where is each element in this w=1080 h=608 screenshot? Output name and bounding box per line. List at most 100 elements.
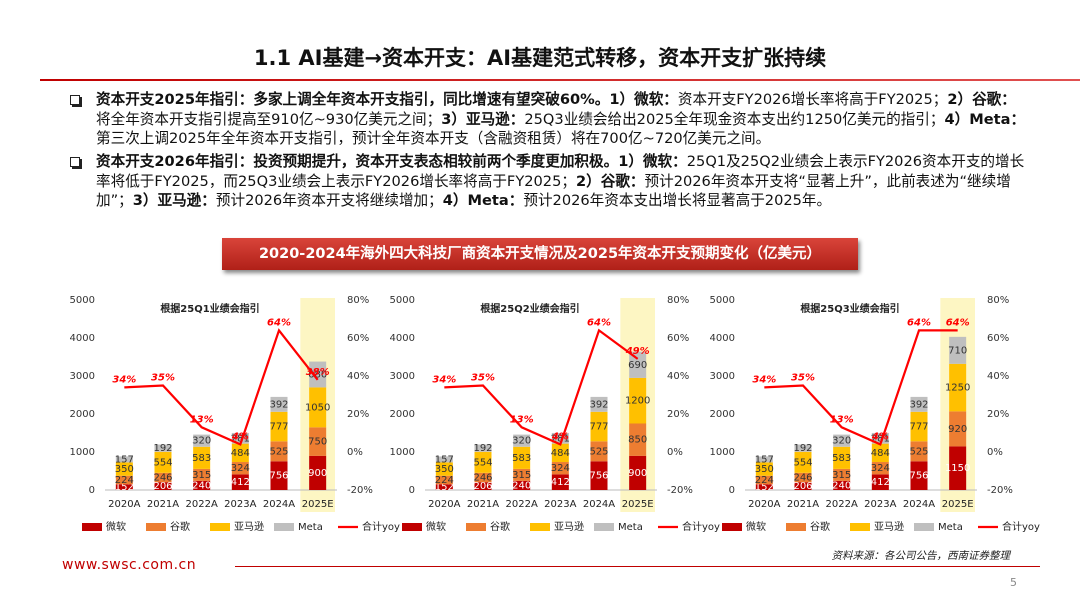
legend-label: 谷歌: [490, 520, 510, 533]
bar-label: 1150: [945, 463, 970, 474]
title-rule: [40, 79, 1080, 81]
bullet-run: 预计2026年资本开支将“显著上升”，此前表述为“继续增加”；: [96, 172, 1011, 210]
x-tick-label: 2024A: [583, 499, 615, 510]
bar-label: 756: [589, 471, 608, 482]
bar: [590, 461, 608, 490]
bullet-run: 资本开支FY2026增长率将高于FY2025；: [677, 91, 948, 108]
bar-label: 1200: [625, 396, 650, 407]
y-tick-label: 4000: [70, 333, 95, 344]
bar: [629, 455, 647, 490]
bar-label: 281: [871, 433, 890, 444]
bullet-run: 25Q3业绩会给出2025全年现金资本支出约1250亿美元的指引；: [524, 110, 945, 128]
y2-tick-label: 0%: [347, 447, 363, 458]
yoy-line: [444, 328, 639, 446]
bar-label: 900: [308, 468, 327, 479]
y-tick-label: 1000: [710, 447, 735, 458]
bar-label: 350: [115, 464, 134, 475]
yoy-label: 35%: [471, 373, 495, 384]
y-tick-label: 1000: [70, 447, 95, 458]
bar-label: 157: [115, 454, 134, 465]
y-tick-label: 2000: [390, 409, 415, 420]
yoy-label: 64%: [907, 317, 931, 328]
legend-label: Meta: [618, 522, 643, 533]
bar: [755, 484, 773, 490]
bar: [270, 396, 288, 412]
bar: [551, 474, 569, 490]
bar-label: 246: [473, 472, 492, 483]
bar: [231, 474, 249, 490]
bar-label: 192: [793, 443, 812, 454]
source-note: 资料来源：各公司公告，西南证券整理: [831, 550, 1011, 562]
bar-label: 320: [192, 436, 211, 447]
bar: [590, 441, 608, 462]
bar-label: 315: [832, 470, 851, 481]
bar: [154, 472, 172, 483]
y-tick-label: 5000: [390, 295, 415, 306]
legend-swatch: [594, 523, 614, 531]
yoy-label: 38%: [306, 367, 330, 378]
bar-label: 157: [435, 454, 454, 465]
bullet-run: 3）亚马逊：: [132, 192, 216, 209]
legend-swatch: [274, 523, 294, 531]
bar: [910, 461, 928, 490]
x-tick-label: 2020A: [748, 499, 780, 510]
x-tick-label: 2021A: [787, 499, 819, 510]
bar: [154, 482, 172, 490]
bar-label: 152: [755, 482, 774, 493]
y-tick-label: 3000: [390, 371, 415, 382]
x-tick-label: 2020A: [428, 499, 460, 510]
bar: [309, 361, 327, 388]
y2-tick-label: 60%: [347, 333, 369, 344]
bar-label: 554: [153, 457, 172, 468]
page-number: 5: [1010, 576, 1017, 589]
bullet-run: 2）谷歌：: [947, 91, 1016, 108]
bar-label: 350: [435, 464, 454, 475]
bar-label: 525: [589, 446, 608, 457]
bar-label: 152: [115, 482, 134, 493]
bar: [474, 451, 492, 473]
bar-label: 690: [628, 360, 647, 371]
footer-rule: [235, 566, 1040, 567]
bar: [949, 446, 967, 490]
bar: [474, 472, 492, 483]
bullet: 资本开支2025年指引：多家上调全年资本开支指引，同比增速有望突破60%。1）微…: [70, 90, 1030, 149]
bar: [513, 480, 531, 490]
x-tick-label: 2024A: [903, 499, 935, 510]
x-tick-label: 2021A: [467, 499, 499, 510]
bar-label: 777: [269, 422, 288, 433]
legend-label: 谷歌: [810, 520, 830, 533]
legend-label: 亚马逊: [554, 521, 584, 533]
bar-label: 554: [473, 457, 492, 468]
y-tick-label: 4000: [710, 333, 735, 344]
bullet-run: 预计2026年资本支出增长将显著高于2025年。: [523, 192, 832, 209]
bar: [270, 461, 288, 490]
yoy-label: 13%: [830, 414, 854, 425]
x-tick-label: 2025E: [302, 499, 334, 510]
y2-tick-label: 20%: [667, 409, 689, 420]
bar: [833, 480, 851, 490]
slide-title: 1.1 AI基建→资本开支：AI基建范式转移，资本开支扩张持续: [253, 46, 827, 70]
bar: [193, 480, 211, 490]
bar: [513, 468, 531, 481]
bar-label: 320: [512, 436, 531, 447]
bar: [949, 336, 967, 364]
bar-label: 1250: [945, 383, 970, 394]
chart-subtitle: 根据25Q3业绩会指引: [800, 302, 899, 315]
yoy-label: 49%: [625, 346, 650, 357]
y-tick-label: 0: [729, 485, 735, 496]
bar-label: 900: [628, 468, 647, 479]
legend-label: 合计yoy: [682, 520, 720, 533]
y-tick-label: 0: [409, 485, 415, 496]
bar: [755, 475, 773, 485]
y2-tick-label: 0%: [667, 447, 683, 458]
bar: [270, 441, 288, 462]
y2-tick-label: 80%: [987, 295, 1009, 306]
bar-label: 206: [793, 481, 812, 492]
bar: [435, 484, 453, 490]
bar-label: 756: [269, 471, 288, 482]
bar-label: 206: [153, 481, 172, 492]
bar: [590, 411, 608, 442]
legend-swatch: [82, 523, 102, 531]
yoy-line: [124, 328, 319, 446]
